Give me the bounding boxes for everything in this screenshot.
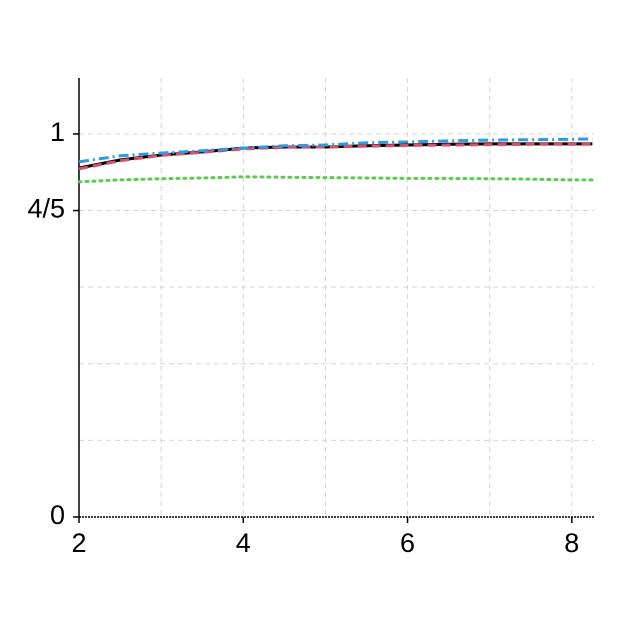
x-tick-label: 6 [400, 528, 415, 558]
y-tick-label: 0 [50, 500, 65, 530]
y-tick-label: 4/5 [27, 194, 65, 224]
x-tick-label: 4 [236, 528, 251, 558]
series-line [78, 137, 593, 164]
series-line [77, 175, 594, 184]
y-tick-label: 1 [50, 117, 65, 147]
x-tick-label: 8 [564, 528, 579, 558]
series-line [78, 142, 593, 171]
x-tick-label: 2 [71, 528, 86, 558]
